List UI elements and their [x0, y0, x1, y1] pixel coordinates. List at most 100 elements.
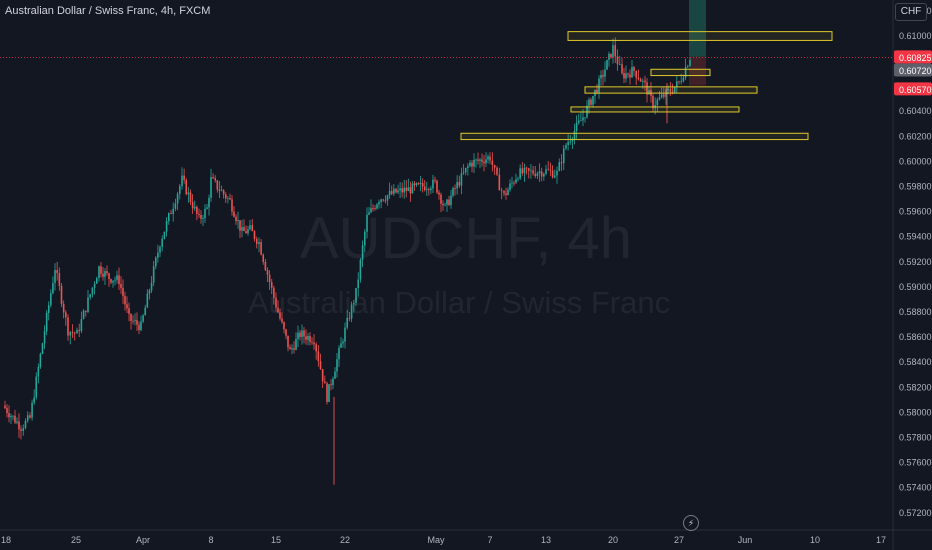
candle-body	[291, 348, 293, 350]
candle-body	[434, 179, 436, 181]
candle-body	[503, 190, 505, 194]
candle-body	[477, 159, 479, 161]
candle-body	[6, 408, 8, 414]
candle-body	[124, 296, 126, 305]
candle-body	[245, 231, 247, 234]
candle-body	[299, 332, 301, 337]
candle-body	[393, 188, 395, 194]
candle-body	[270, 282, 273, 288]
candle-body	[212, 177, 214, 179]
candle-body	[464, 167, 467, 173]
candle-body	[353, 302, 355, 305]
candle-body	[47, 305, 50, 313]
price-tick-label: 0.58600	[899, 332, 932, 342]
candle-body	[604, 69, 606, 77]
candle-body	[118, 275, 120, 285]
candle-body	[616, 56, 619, 65]
candle-body	[582, 117, 584, 121]
candle-body	[350, 304, 353, 319]
candle-body	[58, 273, 61, 286]
candle-body	[202, 218, 204, 220]
candle-body	[471, 162, 473, 167]
candle-body	[575, 122, 578, 132]
stop-zone-box	[689, 56, 706, 86]
candle-body	[505, 193, 507, 196]
candle-body	[54, 269, 56, 283]
candle-body	[357, 279, 359, 288]
candle-body	[558, 162, 561, 171]
candle-body	[102, 273, 104, 277]
lightning-bolt-icon[interactable]: ⚡	[683, 515, 699, 531]
candle-body	[321, 369, 324, 382]
candle-body	[152, 266, 155, 283]
price-tick-label: 0.60400	[899, 106, 932, 116]
candle-body	[275, 297, 277, 308]
candle-body	[493, 164, 496, 168]
candle-body	[37, 366, 40, 377]
candle-body	[479, 159, 481, 161]
candle-body	[26, 415, 29, 421]
candle-body	[266, 270, 269, 275]
candle-body	[260, 242, 262, 255]
candle-body	[359, 259, 362, 280]
candle-body	[448, 199, 450, 206]
candle-body	[344, 327, 346, 342]
price-tick-label: 0.60200	[899, 131, 932, 141]
candle-body	[378, 202, 380, 205]
candle-body	[235, 216, 237, 222]
candle-body	[172, 208, 174, 215]
price-label-bg	[894, 63, 932, 77]
candle-body	[41, 343, 44, 354]
candle-body	[671, 91, 674, 93]
candle-body	[297, 332, 299, 340]
candle-body	[33, 397, 35, 403]
candle-body	[366, 214, 368, 232]
candle-body	[134, 320, 136, 321]
candle-body	[181, 175, 183, 187]
candle-body	[496, 167, 498, 175]
time-tick-label: 10	[810, 535, 820, 545]
candle-body	[258, 242, 260, 245]
currency-button[interactable]: CHF	[895, 3, 927, 21]
candle-body	[243, 227, 245, 232]
candle-body	[588, 99, 590, 106]
price-tick-label: 0.57400	[899, 483, 932, 493]
time-tick-label: 25	[71, 535, 81, 545]
candle-body	[419, 183, 422, 185]
candle-body	[185, 180, 188, 195]
candle-body	[635, 70, 637, 78]
support-resistance-zone	[570, 106, 740, 113]
price-tick-label: 0.59800	[899, 182, 932, 192]
candle-body	[454, 188, 456, 189]
candle-body	[273, 287, 275, 298]
candle-body	[174, 203, 177, 209]
candle-body	[71, 331, 74, 333]
price-tick-label: 0.57800	[899, 433, 932, 443]
candle-body	[204, 208, 206, 219]
candle-body	[573, 131, 576, 140]
candle-body	[268, 274, 271, 283]
candle-body	[602, 75, 604, 77]
candle-body	[112, 280, 114, 283]
candle-body	[648, 89, 650, 95]
candle-body	[336, 359, 338, 372]
candle-body	[122, 287, 124, 297]
candle-body	[247, 229, 249, 234]
candle-body	[183, 175, 185, 181]
candle-body	[446, 199, 448, 205]
candle-body	[210, 177, 212, 198]
candle-body	[313, 342, 315, 345]
symbol-watermark: AUDCHF, 4h	[300, 206, 632, 271]
candle-body	[403, 187, 406, 193]
candle-body	[264, 261, 267, 271]
candle-body	[35, 376, 38, 398]
candle-body	[438, 192, 440, 195]
candle-body	[108, 273, 110, 280]
candle-body	[157, 252, 159, 258]
candle-body	[93, 283, 96, 288]
candle-body	[577, 120, 580, 123]
candle-body	[165, 221, 168, 232]
candle-body	[432, 179, 434, 189]
candle-body	[10, 416, 12, 418]
